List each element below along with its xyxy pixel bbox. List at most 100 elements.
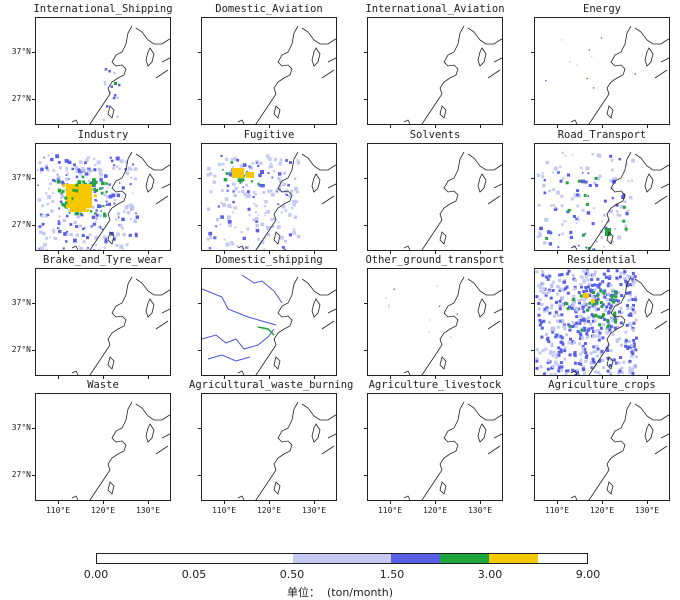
emission-cell bbox=[248, 165, 251, 168]
emission-cell bbox=[540, 326, 544, 330]
emission-cell bbox=[90, 210, 93, 213]
emission-cell bbox=[232, 190, 235, 193]
emission-cell bbox=[56, 176, 60, 180]
emission-cell bbox=[61, 182, 65, 186]
emission-cell bbox=[570, 208, 572, 211]
emission-cell bbox=[553, 207, 558, 211]
emission-cell bbox=[625, 323, 629, 327]
emission-cell bbox=[561, 151, 564, 154]
emission-cell bbox=[598, 331, 602, 335]
emission-cell bbox=[560, 273, 564, 276]
emission-cell bbox=[602, 366, 606, 369]
emission-cell bbox=[95, 212, 97, 214]
map-panel bbox=[367, 17, 503, 125]
emission-cell bbox=[289, 233, 292, 237]
emission-cell bbox=[560, 365, 564, 369]
emission-cell bbox=[632, 344, 636, 348]
emission-cell bbox=[262, 191, 266, 194]
coastline bbox=[255, 401, 299, 500]
emission-cell bbox=[247, 207, 251, 211]
emission-cell bbox=[561, 303, 565, 307]
emission-cell bbox=[58, 229, 62, 234]
emission-cell bbox=[71, 197, 75, 201]
emission-cell bbox=[539, 227, 542, 230]
coastline bbox=[301, 27, 336, 45]
emission-hotspot bbox=[583, 293, 589, 298]
emission-cell bbox=[102, 205, 105, 208]
emission-cell bbox=[240, 231, 243, 234]
emission-cell bbox=[231, 182, 235, 186]
map-panel bbox=[534, 17, 670, 125]
emission-cell bbox=[613, 326, 617, 330]
emission-cell bbox=[586, 328, 590, 332]
emission-cell bbox=[581, 172, 584, 174]
coastline bbox=[634, 278, 669, 296]
emission-cell bbox=[573, 340, 577, 344]
emission-cell bbox=[93, 157, 96, 160]
emission-cell bbox=[567, 173, 571, 177]
emission-cell bbox=[57, 227, 59, 229]
emission-cell bbox=[574, 310, 578, 314]
emission-cell bbox=[539, 286, 543, 290]
x-tick bbox=[647, 251, 648, 254]
emission-cell bbox=[92, 178, 96, 183]
emission-cell bbox=[273, 157, 277, 162]
emission-cell bbox=[632, 321, 636, 325]
emission-cell bbox=[71, 167, 74, 171]
emission-cell bbox=[551, 289, 555, 292]
emission-cell bbox=[597, 329, 601, 333]
emission-cell bbox=[615, 269, 619, 273]
emission-cell bbox=[134, 177, 138, 181]
emission-cell bbox=[591, 319, 595, 323]
emission-cell bbox=[67, 160, 72, 165]
x-tick bbox=[390, 251, 391, 254]
korea-outline bbox=[145, 298, 155, 318]
emission-cell bbox=[565, 285, 569, 289]
emission-cell bbox=[560, 194, 564, 198]
x-tick bbox=[224, 125, 225, 128]
x-tick bbox=[224, 376, 225, 379]
emission-cell bbox=[225, 244, 228, 247]
emission-cell bbox=[549, 350, 553, 354]
emission-cell bbox=[592, 330, 595, 333]
emission-cell bbox=[112, 96, 116, 100]
x-tick bbox=[224, 251, 225, 254]
emission-cell bbox=[62, 218, 66, 223]
emission-cell bbox=[535, 359, 539, 363]
emission-cell bbox=[614, 361, 618, 365]
emission-cell bbox=[279, 184, 283, 188]
emission-cell bbox=[134, 234, 138, 238]
x-tick-label: 130°E bbox=[634, 506, 660, 515]
river-line bbox=[207, 354, 251, 362]
emission-cell bbox=[598, 323, 602, 327]
emission-cell bbox=[115, 165, 119, 168]
x-tick bbox=[557, 125, 558, 128]
japan-outline bbox=[654, 433, 669, 455]
emission-cell bbox=[548, 311, 552, 315]
emission-cell bbox=[270, 218, 273, 221]
emission-cell bbox=[586, 211, 591, 215]
emission-cell bbox=[39, 230, 43, 234]
emission-cell bbox=[111, 193, 116, 198]
emission-cell bbox=[550, 303, 554, 307]
map-svg bbox=[71, 25, 170, 124]
emission-cell bbox=[282, 246, 285, 249]
emission-cell bbox=[292, 199, 297, 204]
emission-cell bbox=[257, 164, 260, 167]
emission-cell bbox=[586, 335, 589, 339]
emission-cell bbox=[563, 349, 567, 353]
emission-cell bbox=[79, 224, 82, 228]
emission-cell bbox=[630, 306, 634, 310]
emission-cell bbox=[630, 354, 634, 358]
emission-cell bbox=[562, 323, 566, 327]
hainan-outline bbox=[570, 370, 578, 375]
emission-cell bbox=[56, 174, 59, 176]
emission-cell bbox=[296, 160, 301, 165]
emission-cell bbox=[57, 220, 60, 223]
emission-cell bbox=[634, 298, 638, 302]
emission-cell bbox=[541, 175, 545, 178]
emission-cell bbox=[223, 178, 228, 182]
panel-title: Road_Transport bbox=[557, 129, 647, 141]
emission-cell bbox=[582, 365, 586, 369]
emission-cell bbox=[576, 371, 579, 375]
